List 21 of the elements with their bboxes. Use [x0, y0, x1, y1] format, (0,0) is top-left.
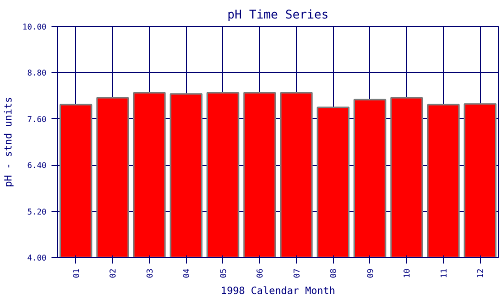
x-tick-label: 12	[476, 268, 486, 278]
x-tick-label: 05	[218, 268, 228, 278]
x-tick-label: 01	[72, 268, 81, 278]
x-tick-label: 02	[108, 268, 118, 278]
x-tick-label: 08	[329, 268, 338, 278]
x-tick-label: 11	[439, 268, 448, 278]
x-tick-label: 09	[366, 268, 375, 278]
y-tick-label: 8.80	[27, 68, 47, 78]
y-tick-label: 10.00	[22, 22, 47, 32]
x-tick-label: 06	[256, 268, 265, 278]
x-tick-label: 10	[402, 268, 412, 278]
x-tick-label: 03	[145, 268, 154, 278]
y-tick-label: 6.40	[27, 161, 47, 170]
x-tick-label: 04	[182, 268, 192, 278]
x-axis-title: 1998 Calendar Month	[220, 286, 336, 298]
chart-title: pH Time Series	[227, 8, 329, 22]
y-tick-label: 5.20	[27, 207, 47, 216]
x-tick-label: 07	[292, 268, 302, 278]
y-axis-title: pH - stnd units	[3, 96, 14, 188]
y-tick-label: 7.60	[27, 114, 47, 124]
y-tick-label: 4.00	[27, 254, 47, 262]
